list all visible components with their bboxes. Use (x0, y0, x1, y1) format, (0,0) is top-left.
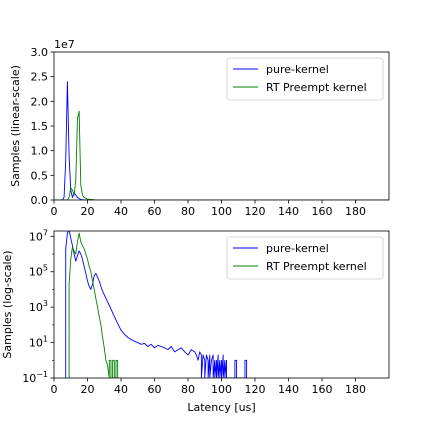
y-axis-label: Samples (linear-scale) (9, 65, 22, 187)
series-line-rt-preempt-kernel (68, 232, 119, 378)
x-tick-label: 140 (278, 205, 299, 218)
x-tick-label: 80 (181, 205, 195, 218)
x-tick-label: 120 (245, 205, 266, 218)
x-tick-label: 20 (81, 205, 95, 218)
y-tick-label: 1.5 (31, 120, 49, 133)
legend-label: RT Preempt kernel (266, 81, 367, 94)
y-tick-label: 107 (29, 228, 48, 243)
y-tick-label: 0.5 (31, 169, 49, 182)
legend: pure-kernel RT Preempt kernel (226, 236, 384, 280)
legend-label: pure-kernel (266, 63, 329, 76)
x-tick-label: 80 (181, 383, 195, 396)
x-tick-label: 60 (148, 205, 162, 218)
x-tick-label: 100 (211, 383, 232, 396)
chart-log-scale: Samples (log-scale) Latency [us] 0 20 40 60… (1, 228, 390, 414)
x-tick-label: 180 (345, 205, 366, 218)
y-tick-label: 101 (29, 335, 48, 350)
legend-label: RT Preempt kernel (266, 260, 367, 273)
chart-linear-scale: 1e7 Samples (linear-scale) 0 20 40 60 80 100 1… (9, 38, 390, 218)
series-line-rt-preempt-kernel (54, 110, 389, 200)
y-tick-label: 0.0 (31, 194, 49, 207)
y-tick-label: 103 (29, 299, 48, 314)
x-tick-label: 40 (114, 205, 128, 218)
x-tick-label: 140 (278, 383, 299, 396)
y-tick-label: 1.0 (31, 145, 49, 158)
series-line-pure-kernel (65, 231, 248, 378)
x-tick-label: 0 (51, 205, 58, 218)
y-axis-label: Samples (log-scale) (1, 250, 14, 358)
legend-label: pure-kernel (266, 242, 329, 255)
x-tick-label: 0 (51, 383, 58, 396)
legend: pure-kernel RT Preempt kernel (226, 57, 384, 101)
y-tick-label: 3.0 (31, 46, 49, 59)
x-tick-label: 60 (148, 383, 162, 396)
x-axis-label: Latency [us] (187, 401, 255, 414)
y-tick-label: 105 (29, 264, 48, 279)
x-tick-label: 20 (81, 383, 95, 396)
x-tick-label: 120 (245, 383, 266, 396)
x-tick-label: 160 (312, 383, 333, 396)
x-tick-label: 40 (114, 383, 128, 396)
x-tick-label: 160 (312, 205, 333, 218)
x-tick-label: 180 (345, 383, 366, 396)
y-tick-label: 2.0 (31, 95, 49, 108)
x-tick-label: 100 (211, 205, 232, 218)
y-multiplier-label: 1e7 (54, 38, 75, 51)
y-tick-label: 2.5 (31, 71, 49, 84)
y-tick-label: 10−1 (22, 370, 48, 385)
